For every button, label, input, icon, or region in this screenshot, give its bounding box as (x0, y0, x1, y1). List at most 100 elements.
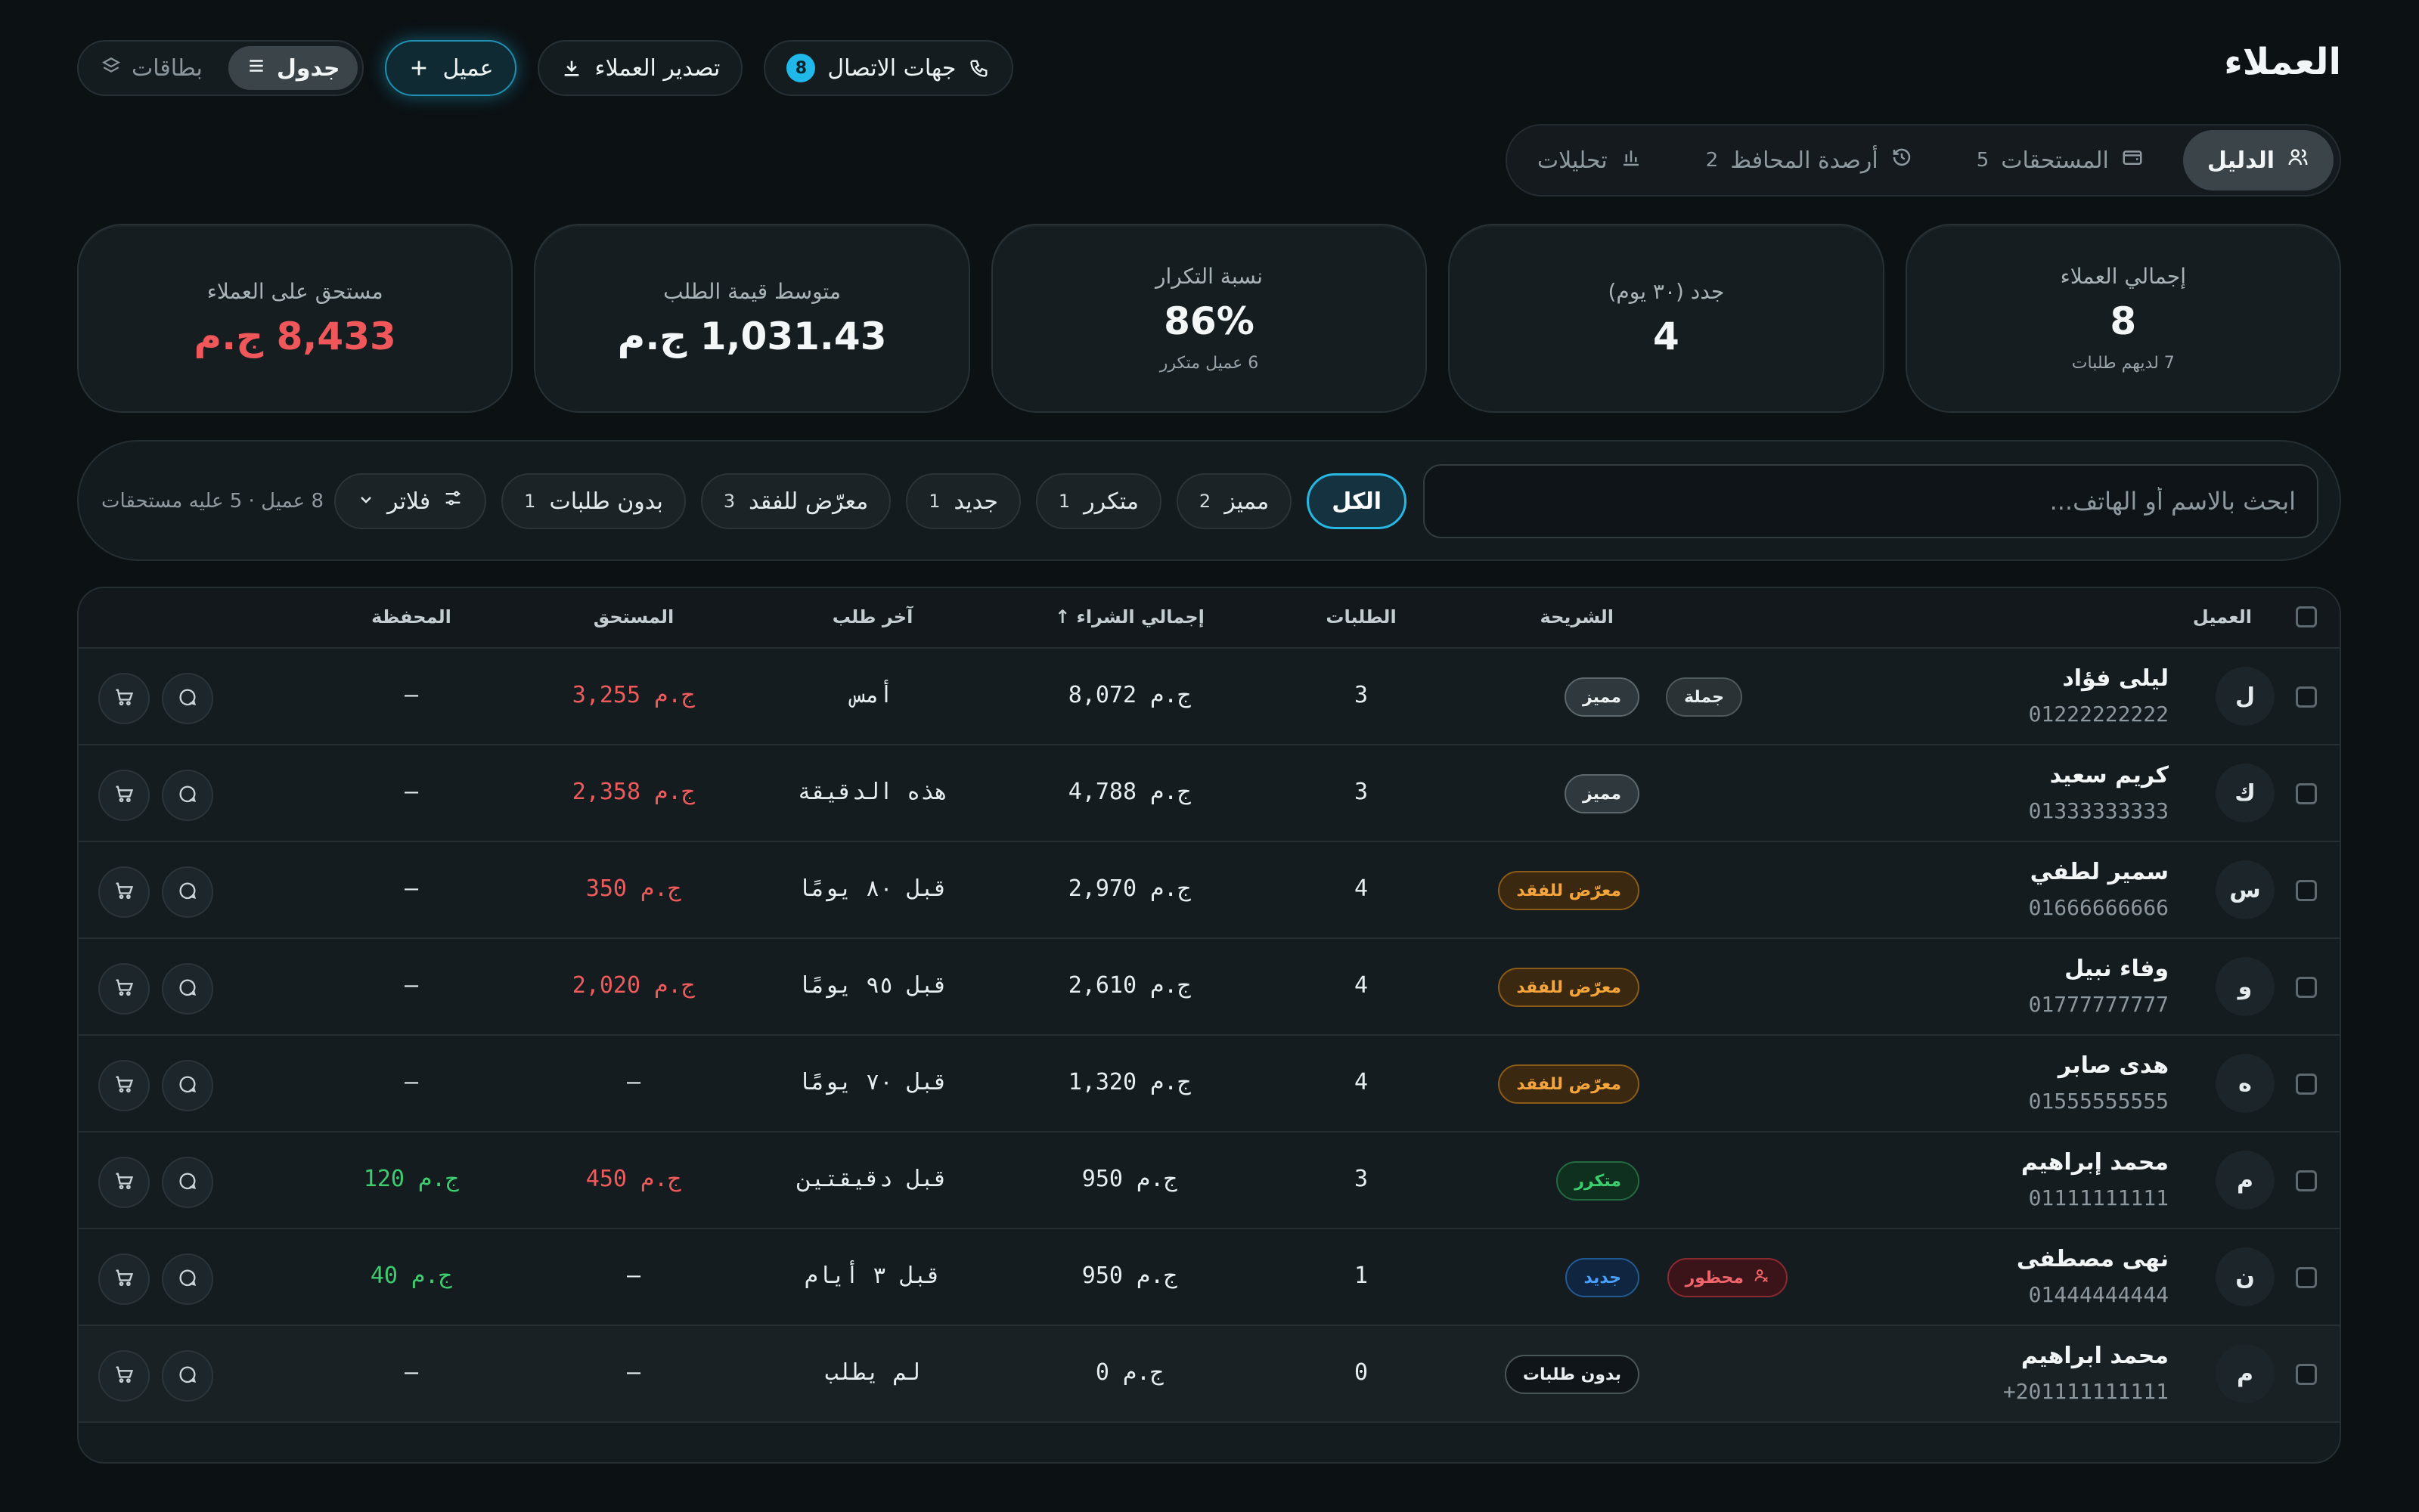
message-button[interactable] (162, 1060, 213, 1111)
new-order-button[interactable] (98, 1060, 150, 1111)
total-purchases: 1,320 ج.م (1068, 1069, 1192, 1095)
table-row[interactable]: س سمير لطفي 01666666666 معرّض للفقد 4 2,970 ج… (79, 842, 2340, 939)
customer-name[interactable]: وفاء نبيل (2064, 956, 2169, 982)
col-due[interactable]: المستحق (593, 606, 675, 627)
avatar: م (2216, 1151, 2275, 1210)
row-checkbox[interactable] (2296, 977, 2317, 998)
add-customer-label: عميل (442, 54, 494, 82)
customer-name[interactable]: محمد ابراهيم (2020, 1343, 2169, 1369)
chip-all[interactable]: الكل (1307, 473, 1406, 529)
message-button[interactable] (162, 963, 213, 1015)
wallet-balance: 120 ج.م (363, 1166, 460, 1192)
row-checkbox[interactable] (2296, 1170, 2317, 1191)
segment-chips: الكل مميز 2 متكرر 1 جديد 1 معرّض للفقد 3… (334, 473, 1406, 529)
new-order-button[interactable] (98, 866, 150, 918)
row-checkbox[interactable] (2296, 880, 2317, 901)
new-order-button[interactable] (98, 1157, 150, 1208)
view-table-option[interactable]: جدول (228, 46, 358, 90)
col-orders[interactable]: الطلبات (1326, 606, 1397, 627)
customer-phone: 01555555555 (2028, 1089, 2169, 1114)
chip-vip[interactable]: مميز 2 (1176, 473, 1292, 529)
customer-name[interactable]: نهى مصطفى (2016, 1246, 2169, 1272)
avatar: س (2216, 860, 2275, 919)
row-checkbox[interactable] (2296, 686, 2317, 708)
table-row[interactable]: ن نهى مصطفى 01444444444 جديد محظور 1 950 ج.م قب… (79, 1229, 2340, 1326)
new-order-button[interactable] (98, 770, 150, 821)
message-button[interactable] (162, 1253, 213, 1305)
tab-analytics[interactable]: تحليلات (1513, 130, 1667, 191)
last-order: أمس (851, 682, 894, 708)
last-order: هذه الدقيقة (797, 779, 948, 805)
new-order-button[interactable] (98, 963, 150, 1015)
wallet-balance: — (404, 1359, 419, 1386)
chip-count: 1 (929, 491, 941, 512)
tab-receivables-count: 5 (1976, 149, 1989, 172)
col-wallet[interactable]: المحفظة (371, 606, 451, 627)
customer-name[interactable]: محمد إبراهيم (2020, 1149, 2169, 1176)
table-row[interactable]: ل ليلى فؤاد 01222222222 مميز جملة 3 8,072 ج.م أ… (79, 649, 2340, 745)
download-icon (560, 57, 583, 79)
new-order-button[interactable] (98, 673, 150, 724)
select-all-checkbox[interactable] (2296, 606, 2317, 627)
chip-new[interactable]: جديد 1 (906, 473, 1021, 529)
stat-value: 86% (1164, 299, 1254, 343)
message-button[interactable] (162, 770, 213, 821)
due-amount: 450 ج.م (585, 1166, 682, 1192)
layers-icon (101, 55, 121, 82)
customer-phone: 01222222222 (2028, 702, 2169, 727)
row-actions (98, 963, 213, 1015)
segment-badge: متكرر (1556, 1161, 1639, 1201)
row-checkbox[interactable] (2296, 1074, 2317, 1095)
customer-phone: 01777777777 (2028, 992, 2169, 1017)
new-order-button[interactable] (98, 1350, 150, 1402)
row-checkbox[interactable] (2296, 1267, 2317, 1288)
customer-name[interactable]: سمير لطفي (2030, 859, 2169, 885)
search-input[interactable] (1423, 464, 2318, 538)
tab-receivables[interactable]: المستحقات 5 (1952, 130, 2168, 191)
tab-directory[interactable]: الدليل (2182, 130, 2334, 191)
col-last-order[interactable]: آخر طلب (832, 606, 913, 627)
chip-repeat[interactable]: متكرر 1 (1035, 473, 1161, 529)
message-button[interactable] (162, 1350, 213, 1402)
col-customer[interactable]: العميل (2192, 606, 2252, 627)
avatar: و (2216, 957, 2275, 1016)
customer-name[interactable]: كريم سعيد (2049, 762, 2169, 789)
export-customers-button[interactable]: تصدير العملاء (537, 40, 743, 96)
col-total[interactable]: ↑ إجمالي الشراء (1016, 606, 1243, 627)
orders-count: 4 (1354, 875, 1369, 902)
message-button[interactable] (162, 673, 213, 724)
avatar: ل (2216, 667, 2275, 726)
new-order-button[interactable] (98, 1253, 150, 1305)
stat-label: مستحق على العملاء (206, 278, 383, 304)
customer-name[interactable]: ليلى فؤاد (2062, 665, 2169, 692)
orders-count: 1 (1354, 1263, 1369, 1289)
tab-wallet-balances[interactable]: أرصدة المحافظ 2 (1682, 130, 1937, 191)
add-customer-button[interactable]: عميل (385, 40, 516, 96)
table-row[interactable]: م محمد إبراهيم 01111111111 متكرر 3 950 ج.م قبل… (79, 1132, 2340, 1229)
banned-badge: محظور (1667, 1258, 1788, 1297)
row-actions (98, 866, 213, 918)
chip-at-risk[interactable]: معرّض للفقد 3 (700, 473, 892, 529)
chat-icon (177, 686, 198, 711)
view-cards-option[interactable]: بطاقات (83, 46, 221, 90)
table-row[interactable]: ك كريم سعيد 01333333333 مميز 3 4,788 ج.م هذه ا… (79, 745, 2340, 842)
table-row[interactable]: م محمد ابراهيم +201111111111 بدون طلبات 0 0 ج… (79, 1326, 2340, 1423)
customer-phone: 01333333333 (2028, 798, 2169, 823)
chip-label: الكل (1332, 488, 1382, 515)
row-checkbox[interactable] (2296, 783, 2317, 804)
chat-icon (177, 1364, 198, 1388)
contacts-button[interactable]: 8 جهات الاتصال (764, 40, 1014, 96)
due-amount: — (626, 1069, 641, 1095)
table-row[interactable]: ه هدى صابر 01555555555 معرّض للفقد 4 1,320 ج.… (79, 1036, 2340, 1132)
filters-dropdown-button[interactable]: فلاتر (334, 473, 487, 529)
table-row[interactable]: و وفاء نبيل 01777777777 معرّض للفقد 4 2,610 ج… (79, 939, 2340, 1036)
col-segment[interactable]: الشريحة (1540, 606, 1614, 627)
total-purchases: 0 ج.م (1095, 1359, 1165, 1386)
row-actions (98, 1350, 213, 1402)
chip-no-orders[interactable]: بدون طلبات 1 (501, 473, 686, 529)
stat-sub: 7 لديهم طلبات (2071, 354, 2175, 373)
message-button[interactable] (162, 1157, 213, 1208)
message-button[interactable] (162, 866, 213, 918)
customer-name[interactable]: هدى صابر (2058, 1052, 2169, 1079)
row-checkbox[interactable] (2296, 1364, 2317, 1385)
